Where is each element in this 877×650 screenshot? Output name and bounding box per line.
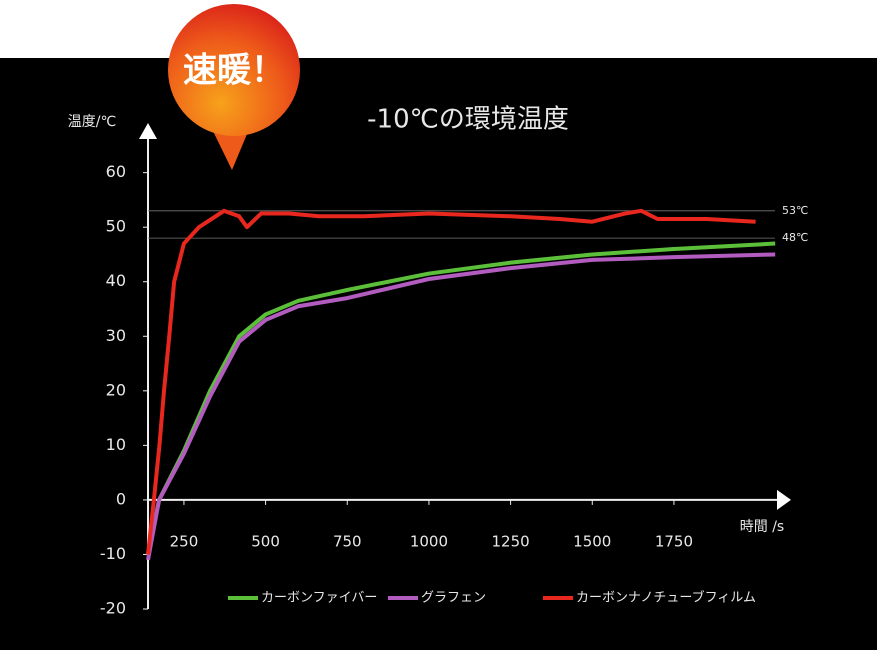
y-tick-label: 20	[106, 380, 126, 399]
x-tick-label: 1000	[410, 532, 448, 550]
y-tick-label: 10	[106, 435, 126, 454]
y-tick-label: -20	[100, 599, 126, 618]
x-tick-label: 750	[333, 532, 362, 550]
x-axis-label: 時間 /s	[740, 519, 784, 535]
legend-label: カーボンナノチューブフィルム	[576, 590, 756, 606]
x-tick-label: 500	[251, 532, 280, 550]
background	[0, 58, 877, 650]
plot: 60 50 40 30 20 10 0 -10 -20 250 500 750 1000 1250 1500…	[100, 123, 808, 618]
y-tick-label: 50	[106, 217, 126, 236]
y-tick-label: 40	[106, 271, 126, 290]
reference-label: 53℃	[782, 204, 808, 217]
chart-title: -10℃の環境温度	[367, 105, 569, 135]
x-axis-arrow	[777, 489, 791, 510]
y-tick-label: 60	[106, 162, 126, 181]
y-axis-label: 温度/℃	[68, 114, 116, 130]
series-line	[146, 252, 776, 561]
series-line	[146, 208, 756, 555]
x-tick-label: 1250	[492, 532, 530, 550]
y-tick-label: -10	[100, 544, 126, 563]
y-tick-label: 0	[116, 489, 126, 508]
x-tick-label: 1750	[655, 532, 693, 550]
reference-label: 48℃	[782, 231, 808, 244]
x-tick-label: 250	[170, 532, 199, 550]
y-tick-label: 30	[106, 326, 126, 345]
callout-bubble	[168, 4, 300, 136]
x-tick-label: 1500	[573, 532, 611, 550]
callout-text: 速暖！	[183, 51, 285, 91]
legend-label: グラフェン	[421, 591, 486, 606]
y-axis-arrow	[139, 123, 157, 139]
legend-label: カーボンファイバー	[261, 591, 377, 606]
